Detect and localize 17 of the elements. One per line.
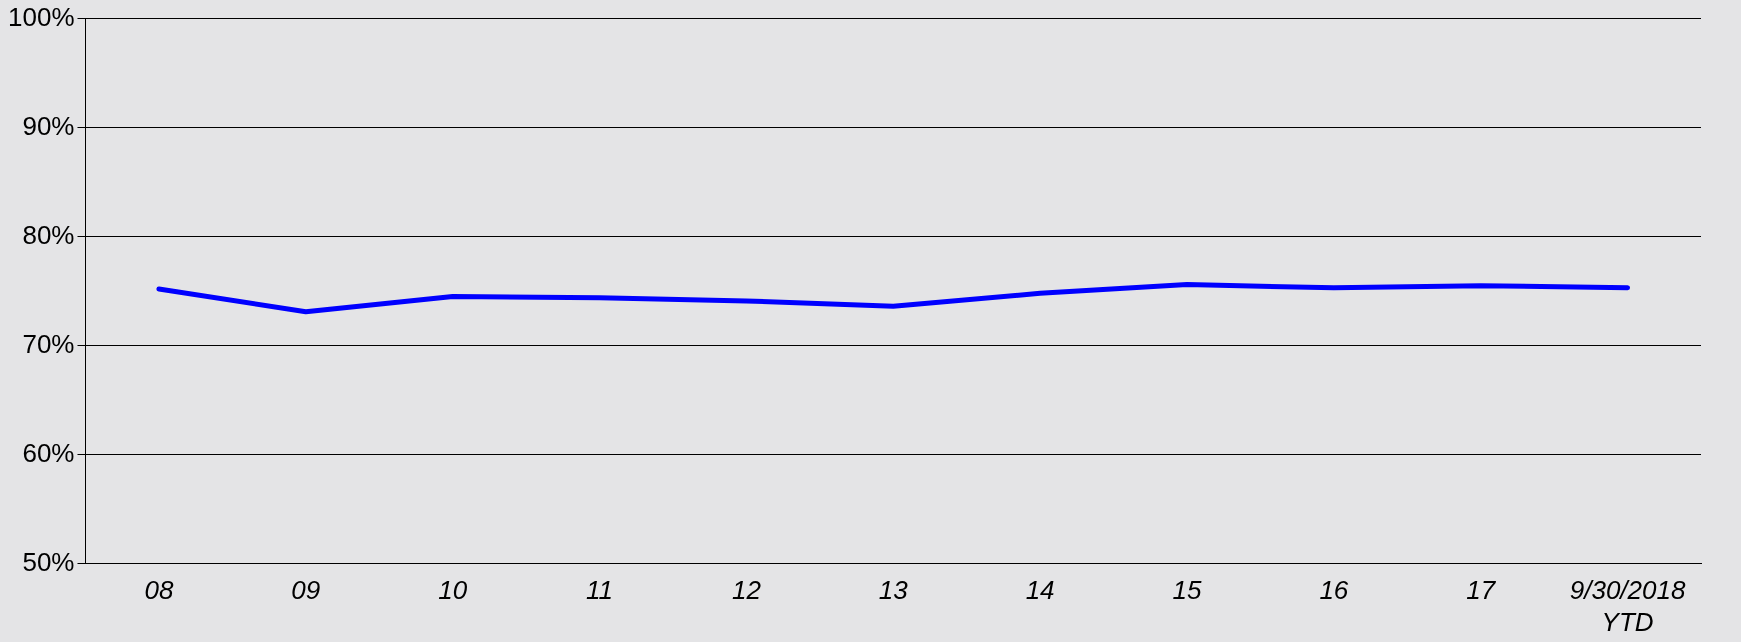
x-tick-label: 9/30/2018 YTD (1569, 575, 1686, 637)
y-tick-label: 80% (22, 219, 75, 250)
y-tick-label: 50% (22, 546, 75, 577)
x-tick-label: 10 (438, 575, 468, 606)
x-tick-label: 13 (878, 575, 909, 606)
y-tick-label: 100% (8, 1, 75, 32)
x-tick-label: 17 (1466, 575, 1497, 606)
x-tick-label: 12 (731, 575, 762, 606)
x-tick-label: 14 (1025, 575, 1055, 606)
y-tick-label: 90% (22, 110, 75, 141)
x-tick-label: 09 (291, 575, 321, 606)
x-tick-label: 08 (144, 575, 174, 606)
x-tick-label: 16 (1319, 575, 1349, 606)
y-tick-label: 70% (22, 328, 75, 359)
x-tick-label: 15 (1172, 575, 1202, 606)
x-tick-label: 11 (586, 575, 614, 606)
y-tick-label: 60% (22, 437, 75, 468)
